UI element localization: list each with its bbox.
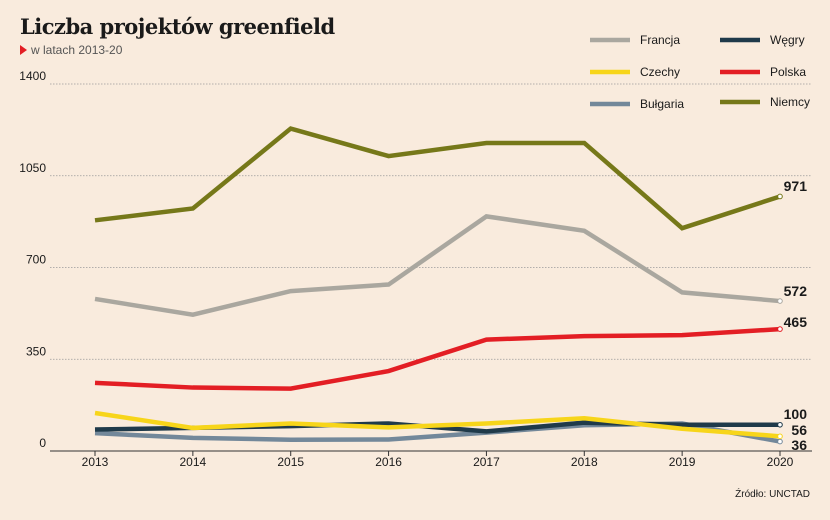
legend-label-francja: Francja	[640, 33, 680, 47]
y-tick-label-700: 700	[26, 253, 46, 267]
series-end-point-niemcy	[777, 193, 783, 200]
y-tick-label-0: 0	[39, 436, 46, 450]
series-end-point-bułgaria	[777, 438, 783, 445]
x-tick-label-2015: 2015	[277, 455, 304, 469]
y-tick-label-1400: 1400	[19, 69, 46, 83]
legend-label-bułgaria: Bułgaria	[640, 97, 684, 111]
y-tick-label-350: 350	[26, 344, 46, 358]
series-end-point-czechy	[777, 433, 783, 440]
legend-item-węgry: Węgry	[720, 33, 805, 47]
legend-item-polska: Polska	[720, 65, 806, 79]
series-line-francja	[94, 214, 781, 317]
x-tick-label-2019: 2019	[669, 455, 696, 469]
chart-title: Liczba projektów greenfield	[20, 14, 335, 39]
grid-lines	[50, 83, 812, 452]
x-tick-label-2014: 2014	[180, 455, 207, 469]
series-end-point-węgry	[777, 421, 783, 428]
x-tick-label-2013: 2013	[82, 455, 109, 469]
legend-item-niemcy: Niemcy	[720, 95, 810, 109]
source-note: Źródło: UNCTAD	[735, 489, 810, 500]
series-lines	[94, 126, 783, 445]
end-label-niemcy: 971	[784, 178, 808, 194]
legend: Francja Czechy Bułgaria Węgry Polska Niemcy	[590, 33, 810, 111]
legend-label-węgry: Węgry	[770, 33, 805, 47]
subtitle-row: w latach 2013-20	[20, 43, 122, 57]
series-line-polska	[94, 326, 781, 391]
series-end-point-polska	[777, 326, 783, 332]
end-label-polska: 465	[784, 314, 808, 330]
x-tick-label-2017: 2017	[473, 455, 500, 469]
legend-item-francja: Francja	[590, 33, 680, 47]
x-axis-ticks: 2013 2014 2015 2016 2017 2018 2019 2020	[82, 451, 794, 469]
legend-item-bułgaria: Bułgaria	[590, 97, 684, 111]
legend-label-polska: Polska	[770, 65, 806, 79]
end-label-czechy: 56	[791, 422, 807, 438]
legend-item-czechy: Czechy	[590, 65, 680, 79]
x-tick-label-2016: 2016	[375, 455, 402, 469]
end-label-francja: 572	[784, 283, 808, 299]
end-label-węgry: 100	[784, 406, 808, 422]
end-label-bułgaria: 36	[791, 437, 807, 453]
y-axis-ticks: 0 350 700 1050 1400	[19, 69, 46, 450]
x-tick-label-2018: 2018	[571, 455, 598, 469]
legend-label-niemcy: Niemcy	[770, 95, 810, 109]
series-line-czechy	[94, 410, 781, 439]
series-line-niemcy	[94, 126, 781, 231]
series-end-point-francja	[777, 298, 783, 304]
triangle-bullet-icon	[20, 45, 27, 55]
x-tick-label-2020: 2020	[767, 455, 794, 469]
y-tick-label-1050: 1050	[19, 161, 46, 175]
legend-label-czechy: Czechy	[640, 65, 680, 79]
chart-subtitle: w latach 2013-20	[31, 43, 123, 57]
